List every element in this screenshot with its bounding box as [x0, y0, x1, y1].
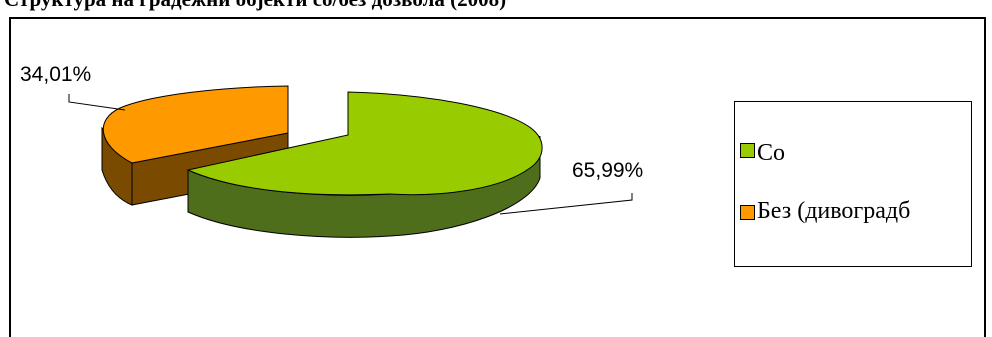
pie-slice-so-top	[186, 91, 543, 196]
legend: Со Без (дивоградб	[734, 101, 972, 267]
pie-slice-bez-top	[102, 85, 289, 164]
leader-line-bez	[68, 94, 126, 111]
data-label-so: 65,99%	[572, 159, 643, 182]
legend-item-bez: Без (дивоградб	[740, 198, 966, 225]
chart-title: Структура на градежни објекти со/без доз…	[4, 0, 506, 12]
legend-swatch-bez	[740, 205, 755, 220]
legend-item-so: Со	[740, 140, 785, 167]
data-label-bez: 34,01%	[20, 63, 91, 86]
chart-frame	[9, 17, 986, 337]
legend-label-bez: Без (дивоградб	[757, 198, 911, 224]
legend-swatch-so	[740, 143, 755, 158]
legend-label-so: Со	[757, 140, 786, 166]
leader-line-so	[499, 193, 633, 215]
